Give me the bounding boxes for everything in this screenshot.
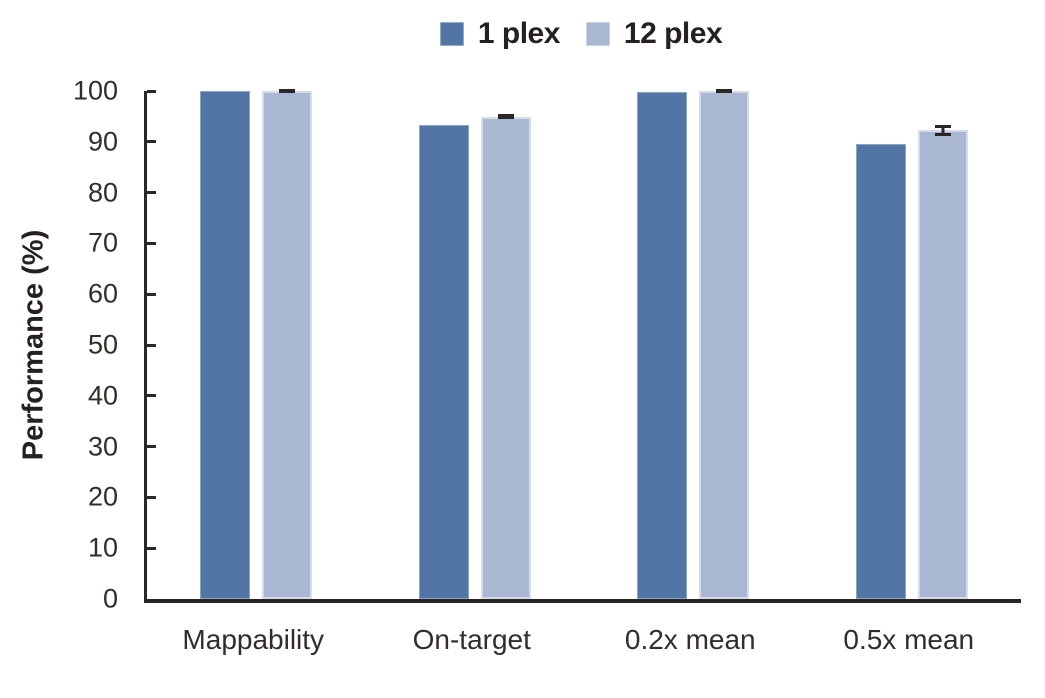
y-tick-50 [147, 343, 156, 347]
bar-12-plex-0-2x-mean [699, 89, 750, 599]
bar-group-mappability [147, 89, 366, 599]
x-axis-label-0-5x-mean: 0.5x mean [843, 624, 975, 655]
error-bar-cap [934, 132, 951, 136]
x-axis-labels: Mappability On-target 0.2x mean 0.5x mean [144, 624, 1018, 656]
y-tick-20 [147, 495, 156, 499]
bar-groups [147, 89, 1022, 599]
error-bar-cap [934, 124, 951, 128]
error-bar-line [941, 124, 945, 136]
legend-label-12-plex: 12 plex [623, 17, 723, 50]
error-bar-cap [497, 116, 514, 120]
bar-12-plex-0-5x-mean [917, 124, 968, 599]
bar-1-plex-mappability [200, 91, 251, 599]
legend-item-1-plex: 1 plex [439, 17, 561, 51]
y-tick-90 [147, 140, 156, 144]
y-tick-label-100: 100 [72, 75, 118, 106]
legend-swatch-12-plex [585, 22, 610, 46]
x-axis-label-mappability: Mappability [182, 624, 325, 655]
y-tick-80 [147, 191, 156, 195]
y-tick-label-40: 40 [87, 380, 118, 411]
bar-12-plex-on-target [480, 114, 531, 599]
y-tick-label-20: 20 [87, 481, 118, 512]
y-tick-label-90: 90 [87, 126, 118, 157]
x-axis-label-0-2x-mean: 0.2x mean [624, 624, 756, 655]
bar-1-plex-0-5x-mean [855, 144, 906, 599]
legend-label-1-plex: 1 plex [477, 17, 561, 50]
error-bar-12-plex-on-target [497, 114, 514, 120]
y-axis-tick-labels: 0 10 20 30 40 50 60 70 80 90 100 [0, 76, 128, 614]
legend-item-12-plex: 12 plex [585, 17, 723, 51]
bar-1-plex-0-2x-mean [637, 91, 688, 599]
error-bar-cap [279, 89, 296, 93]
y-tick-10 [147, 546, 156, 550]
error-bar-12-plex-0-5x-mean [934, 124, 951, 136]
y-tick-label-60: 60 [87, 278, 118, 309]
legend-swatch-1-plex [439, 22, 464, 46]
y-tick-label-10: 10 [87, 532, 118, 563]
y-tick-label-30: 30 [87, 431, 118, 462]
x-axis-label-on-target: On-target [412, 624, 531, 655]
y-tick-label-70: 70 [87, 227, 118, 258]
error-bar-cap [497, 114, 514, 118]
y-tick-30 [147, 445, 156, 449]
error-bar-cap [716, 89, 733, 93]
y-tick-40 [147, 394, 156, 398]
y-tick-label-50: 50 [87, 329, 118, 360]
bar-group-on-target [366, 91, 585, 599]
y-tick-100 [147, 89, 156, 93]
y-tick-label-80: 80 [87, 177, 118, 208]
error-bar-12-plex-mappability [279, 89, 296, 93]
bar-1-plex-on-target [418, 125, 469, 599]
plot-area [144, 89, 1022, 603]
bar-group-0-5x-mean [803, 91, 1022, 599]
y-tick-70 [147, 241, 156, 245]
y-tick-60 [147, 292, 156, 296]
bar-12-plex-mappability [262, 89, 313, 599]
y-tick-label-0: 0 [102, 583, 118, 614]
bar-group-0-2x-mean [584, 89, 803, 599]
error-bar-12-plex-0-2x-mean [716, 89, 733, 93]
legend: 1 plex 12 plex [144, 17, 1018, 51]
